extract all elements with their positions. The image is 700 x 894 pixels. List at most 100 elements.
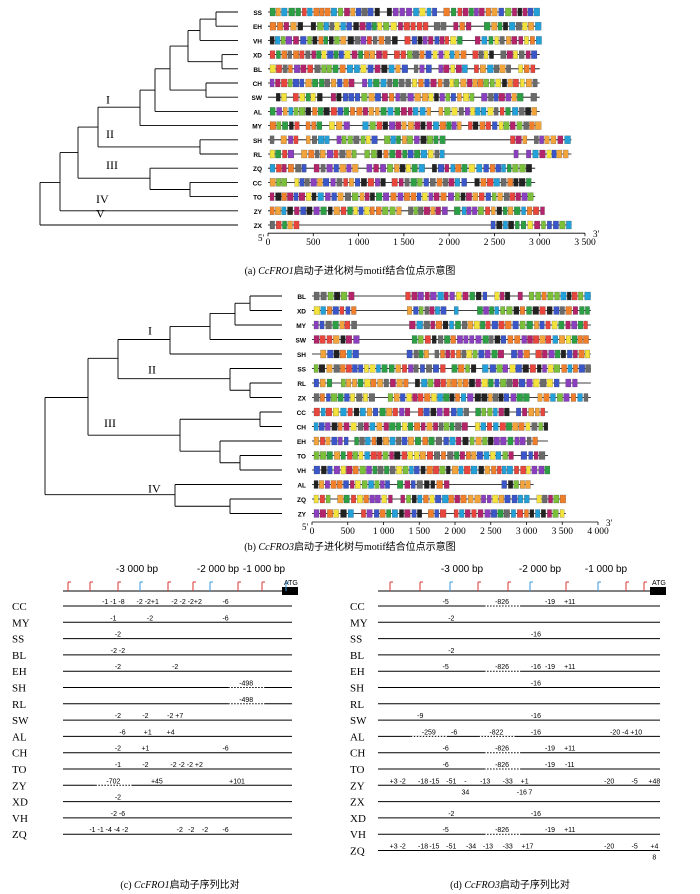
row-label: MY — [12, 617, 30, 629]
motif-block — [458, 465, 464, 475]
motif-block — [505, 93, 511, 102]
motif-block — [367, 7, 374, 17]
motif-block — [387, 164, 393, 173]
motif-block — [478, 465, 484, 475]
motif-block — [548, 349, 555, 359]
motif-block — [345, 335, 352, 344]
motif-block — [281, 36, 286, 45]
motif-block — [293, 220, 300, 230]
indel-annotation: -16 — [531, 713, 541, 720]
motif-block — [396, 206, 402, 215]
motif-block — [451, 465, 459, 475]
motif-block — [343, 494, 350, 504]
indel-annotation: +4 — [167, 729, 175, 736]
motif-block — [299, 178, 305, 187]
motif-block — [525, 50, 531, 59]
motif-block — [399, 78, 405, 88]
motif-block — [428, 192, 433, 201]
motif-block — [428, 436, 435, 446]
motif-block — [475, 291, 482, 301]
motif-block — [462, 320, 468, 330]
motif-block — [323, 178, 330, 187]
clade-label: III — [106, 158, 118, 172]
motif-block — [490, 451, 496, 460]
clade-label: I — [106, 93, 110, 107]
motif-block — [429, 494, 435, 504]
indel-annotation: -6 — [222, 746, 228, 753]
row-label: EH — [12, 666, 27, 678]
motif-block — [332, 306, 339, 315]
motif-block — [512, 422, 519, 431]
row-label: BL — [297, 294, 306, 301]
motif-block — [443, 422, 450, 431]
motif-block — [344, 436, 349, 446]
motif-block — [437, 78, 443, 88]
motif-block — [478, 349, 485, 359]
motif-block — [333, 364, 340, 373]
indel-annotation: -2 -2 -2+2 — [171, 599, 202, 606]
motif-block — [407, 422, 414, 431]
indel-annotation: -2 — [115, 746, 121, 753]
motif-block — [503, 393, 510, 402]
motif-block — [281, 50, 288, 59]
motif-block — [443, 78, 450, 88]
motif-block — [469, 93, 475, 102]
motif-block — [519, 306, 525, 315]
motif-block — [402, 465, 409, 475]
motif-block — [337, 78, 343, 88]
motif-block — [520, 480, 525, 489]
motif-block — [383, 422, 389, 431]
tick-label: 2 000 — [444, 527, 466, 537]
motif-block — [299, 50, 305, 59]
tss-flag-icon — [261, 581, 265, 591]
motif-block — [531, 50, 538, 59]
motif-block — [475, 422, 480, 431]
row-label: TO — [253, 195, 262, 202]
motif-block — [319, 509, 326, 518]
motif-block — [456, 436, 462, 446]
motif-block — [385, 480, 390, 489]
motif-block — [354, 64, 360, 73]
motif-block — [497, 465, 502, 475]
motif-block — [453, 509, 459, 518]
motif-block — [320, 306, 326, 315]
motif-block — [475, 378, 481, 388]
motif-block — [503, 509, 510, 518]
motif-block — [389, 121, 396, 130]
motif-block — [546, 149, 552, 159]
motif-block — [483, 78, 489, 88]
motif-block — [328, 206, 333, 215]
motif-block — [494, 107, 499, 116]
motif-block — [412, 107, 419, 116]
motif-block — [387, 393, 393, 402]
motif-block — [327, 306, 332, 315]
motif-block — [441, 451, 446, 460]
motif-block — [422, 36, 428, 45]
indel-annotation: -16 — [531, 681, 541, 688]
caption-prefix: (c) — [120, 880, 134, 891]
motif-block — [494, 36, 499, 45]
motif-block — [319, 320, 325, 330]
motif-block — [373, 78, 380, 88]
indel-annotation: -13 — [480, 778, 490, 785]
motif-block — [407, 149, 414, 159]
motif-block — [565, 335, 571, 344]
motif-block — [394, 50, 400, 59]
atg-box — [282, 587, 298, 595]
motif-block — [350, 393, 355, 402]
motif-block — [350, 480, 355, 489]
motif-block — [420, 422, 426, 431]
row-label: SW — [350, 715, 367, 727]
tick-label: 0 — [266, 238, 271, 248]
motif-block — [344, 320, 351, 330]
panel_a: SS EH VH XD BL CH SW AL MY SH RL ZQ CC TO ZY ZX 0 500 1 00… — [39, 7, 600, 277]
motif-block — [333, 206, 340, 215]
row-label: ZQ — [253, 166, 262, 173]
motif-block — [369, 422, 376, 431]
motif-block — [449, 393, 455, 402]
motif-block — [412, 393, 418, 402]
motif-block — [299, 78, 305, 88]
motif-block — [520, 78, 525, 88]
motif-block — [423, 206, 430, 215]
motif-block — [567, 364, 573, 373]
